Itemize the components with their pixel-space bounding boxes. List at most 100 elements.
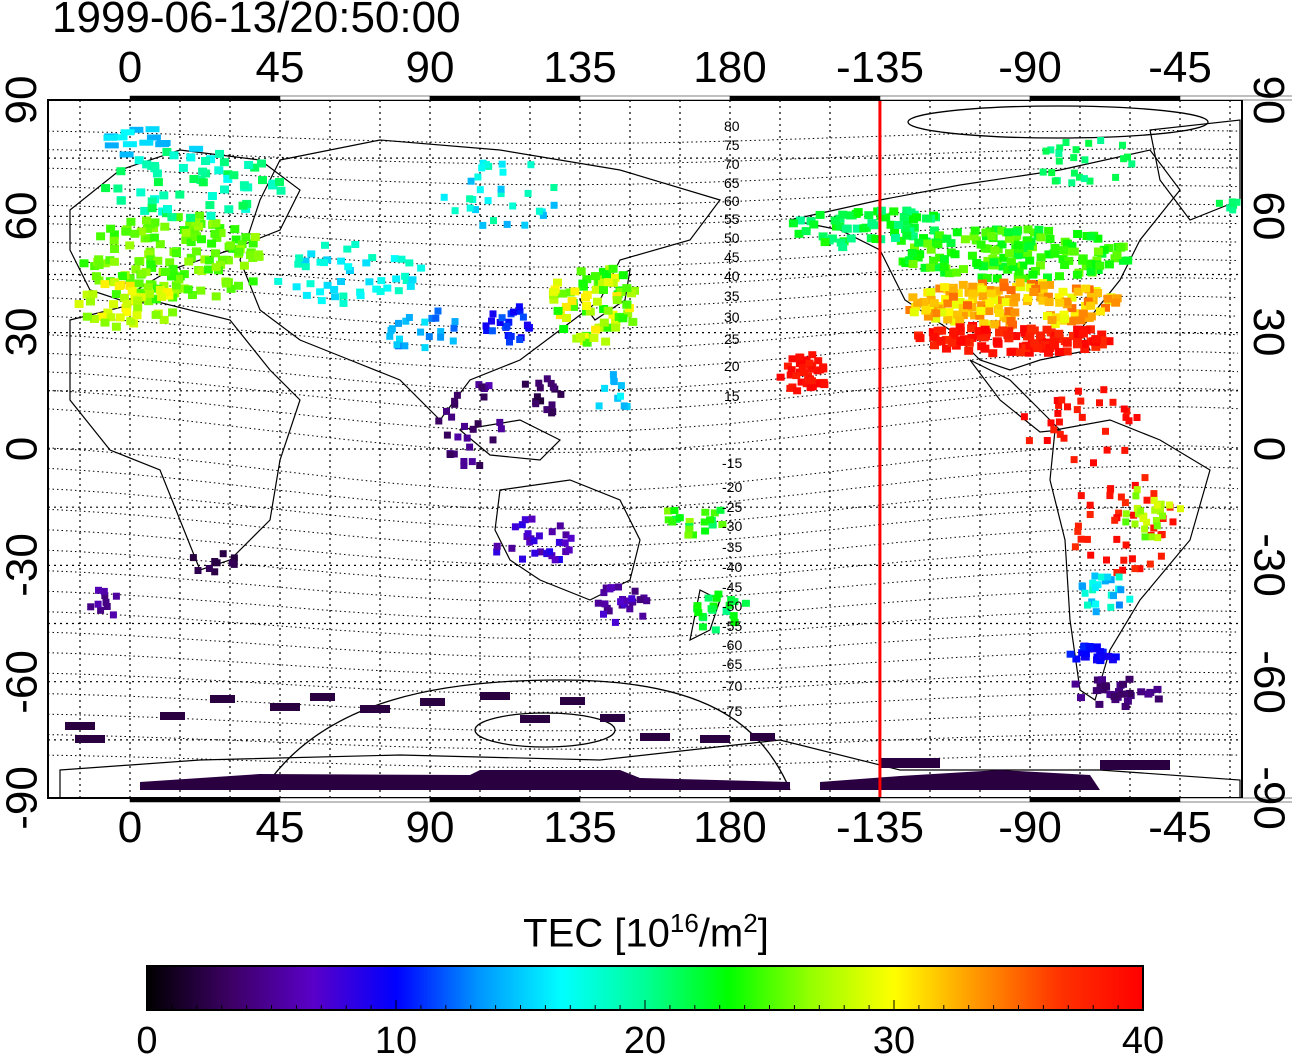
bottom-longitude-tick: -135 — [835, 803, 925, 852]
tec-point — [449, 337, 457, 345]
tec-point — [912, 213, 921, 222]
tec-point — [505, 318, 513, 326]
tec-point — [1122, 518, 1130, 526]
tec-point — [1081, 262, 1091, 271]
tec-point — [151, 295, 161, 304]
tec-point — [159, 281, 169, 290]
tec-point — [689, 531, 697, 539]
tec-point — [943, 299, 953, 308]
tec-point — [238, 201, 248, 210]
tec-point — [977, 285, 987, 294]
tec-point — [1023, 248, 1033, 257]
tec-point — [211, 263, 221, 272]
tec-point — [150, 162, 159, 170]
tec-point — [171, 281, 181, 290]
tec-point — [1036, 253, 1046, 262]
tec-point — [390, 255, 399, 263]
tec-point — [376, 288, 385, 295]
colorbar-tick-label: 0 — [136, 1020, 158, 1062]
tec-point — [1095, 700, 1104, 708]
tec-point — [838, 210, 848, 219]
tec-point — [145, 126, 160, 133]
tec-point — [1119, 566, 1127, 574]
tec-point — [1113, 569, 1121, 576]
tec-point — [1100, 386, 1108, 394]
tec-point — [958, 280, 968, 289]
tec-point — [640, 733, 670, 741]
tec-point — [995, 296, 1005, 305]
tec-point — [143, 283, 153, 292]
tec-point — [155, 240, 165, 249]
tec-point — [1159, 512, 1166, 520]
contour-label: -50 — [722, 598, 742, 614]
tec-point — [181, 228, 191, 237]
tec-point — [959, 265, 968, 274]
tec-point — [113, 184, 123, 193]
tec-point — [377, 277, 386, 285]
tec-point — [122, 300, 132, 309]
tec-point — [191, 233, 201, 242]
tec-point — [920, 263, 930, 272]
tec-point — [698, 612, 707, 620]
tec-point — [981, 228, 991, 237]
tec-point — [999, 283, 1009, 292]
tec-point — [948, 292, 958, 301]
tec-point — [1085, 643, 1094, 650]
top-longitude-tick: 135 — [543, 43, 617, 92]
tec-point — [1026, 324, 1036, 333]
tec-point — [134, 279, 144, 288]
tec-point — [576, 332, 586, 341]
tec-point — [909, 223, 919, 232]
tec-point — [339, 299, 348, 307]
tec-point — [605, 607, 613, 615]
tec-point — [521, 516, 529, 524]
tec-point — [1023, 236, 1033, 245]
tec-point — [497, 190, 505, 198]
tec-point — [620, 402, 628, 410]
tec-point — [549, 408, 557, 416]
top-border-segment — [129, 95, 281, 101]
tec-point — [1038, 285, 1048, 294]
tec-point — [163, 205, 172, 213]
tec-point — [148, 219, 157, 228]
tec-point — [1106, 690, 1115, 698]
tec-point — [493, 542, 501, 550]
tec-point — [219, 550, 227, 558]
tec-point — [503, 322, 511, 330]
tec-point — [192, 247, 201, 256]
tec-point — [239, 181, 249, 190]
tec-point — [788, 219, 798, 228]
tec-point — [153, 256, 163, 265]
tec-point — [463, 434, 471, 442]
top-longitude-tick: 0 — [117, 43, 143, 92]
tec-point — [1086, 511, 1094, 518]
tec-point — [153, 178, 163, 187]
contour-label: 25 — [724, 331, 740, 347]
tec-point — [246, 251, 255, 260]
tec-point — [1044, 250, 1054, 259]
tec-point — [1125, 675, 1134, 683]
bottom-border-segment — [1029, 797, 1181, 803]
tec-point — [1079, 339, 1089, 348]
tec-point — [995, 328, 1004, 337]
tec-point — [1043, 437, 1051, 444]
tec-point — [483, 327, 491, 334]
tec-point — [908, 293, 918, 302]
tec-point — [1078, 413, 1086, 421]
tec-point — [1169, 518, 1177, 526]
tec-point — [186, 213, 196, 222]
tec-point — [698, 623, 707, 631]
tec-point — [1038, 296, 1048, 305]
tec-point — [466, 443, 474, 451]
tec-point — [700, 735, 730, 743]
bottom-longitude-tick: 0 — [117, 803, 143, 852]
tec-point — [1055, 401, 1063, 409]
tec-point — [819, 363, 828, 371]
tec-point — [585, 307, 595, 316]
tec-point — [1157, 507, 1164, 515]
tec-point — [1068, 179, 1076, 187]
tec-point — [1123, 697, 1132, 705]
tec-point — [853, 208, 863, 217]
tec-point — [1093, 234, 1103, 243]
tec-point — [65, 722, 95, 730]
